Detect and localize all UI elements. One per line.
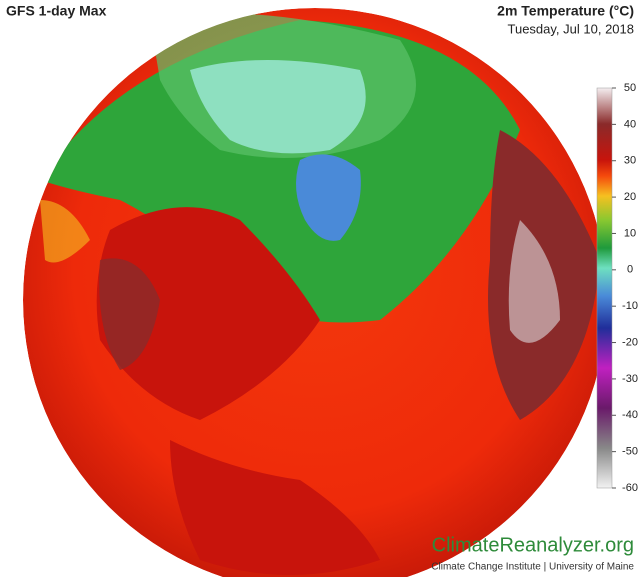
- colorbar-tick-label: 20: [624, 191, 636, 203]
- credit: Climate Change Institute | University of…: [431, 562, 634, 573]
- colorbar-tick-label: -60: [622, 482, 638, 494]
- globe: [23, 8, 607, 582]
- map-title: GFS 1-day Max: [6, 3, 107, 19]
- colorbar-tick-label: 40: [624, 118, 636, 130]
- variable-label: 2m Temperature (°C): [497, 3, 634, 19]
- colorbar-tick-label: -40: [622, 409, 638, 421]
- date-label: Tuesday, Jul 10, 2018: [508, 21, 634, 36]
- colorbar-tick-label: -10: [622, 300, 638, 312]
- colorbar-tick-label: 30: [624, 155, 636, 167]
- colorbar-tick-label: -30: [622, 373, 638, 385]
- brand: ClimateReanalyzer.org: [432, 534, 634, 556]
- colorbar-tick-label: 50: [624, 82, 636, 94]
- colorbar-tick-label: -20: [622, 336, 638, 348]
- colorbar-tick-label: 0: [627, 264, 633, 276]
- colorbar: [596, 87, 613, 489]
- colorbar-tick-label: -50: [622, 446, 638, 458]
- colorbar-tick-label: 10: [624, 227, 636, 239]
